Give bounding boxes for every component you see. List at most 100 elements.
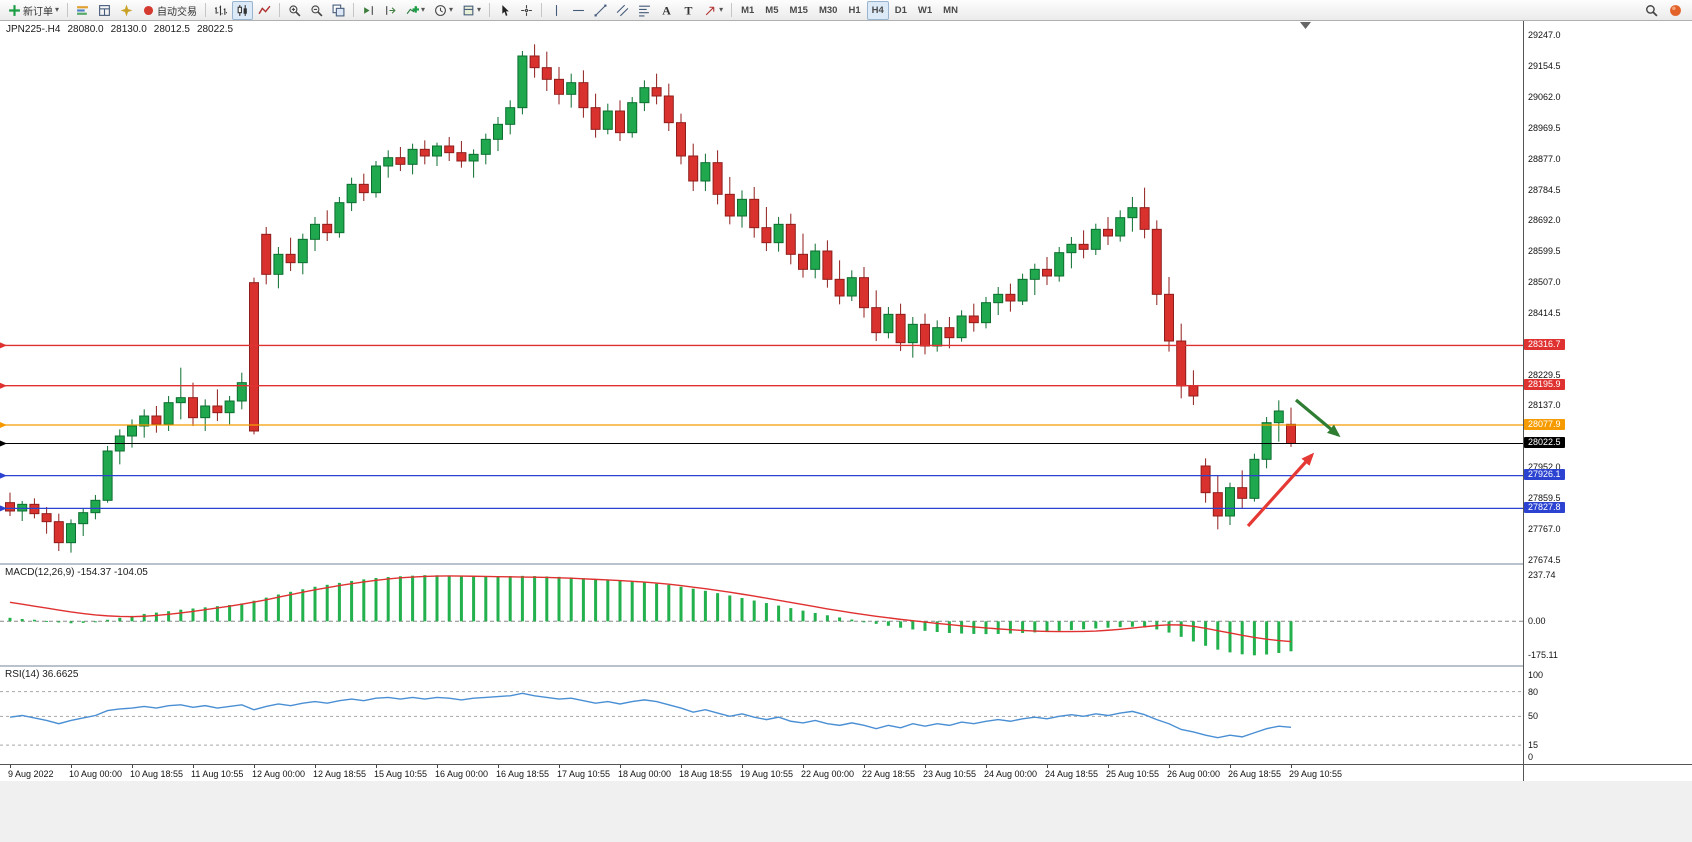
- autotrading-button[interactable]: 自动交易: [138, 1, 201, 20]
- main-chart-panel: JPN225-.H4 28080.0 28130.0 28012.5 28022…: [0, 21, 1523, 563]
- period-d1-button[interactable]: D1: [894, 4, 907, 16]
- time-tick: [254, 765, 255, 768]
- market-watch-button[interactable]: [72, 1, 93, 20]
- macd-chart-canvas[interactable]: [0, 565, 1523, 665]
- time-label: 12 Aug 18:55: [313, 769, 367, 779]
- data-window-button[interactable]: [94, 1, 115, 20]
- candles: [5, 44, 1296, 553]
- resistance-line-28316.7[interactable]: [0, 342, 1523, 349]
- crosshair-button[interactable]: [516, 1, 537, 20]
- period-m5-button[interactable]: M5: [765, 4, 779, 16]
- new-order-button[interactable]: 新订单 ▾: [4, 1, 63, 20]
- price-tag-support: 27926.1: [1524, 469, 1565, 481]
- price-tag-pivot: 28077.9: [1524, 418, 1565, 430]
- search-icon: [1645, 4, 1658, 17]
- market-watch-icon: [76, 4, 89, 17]
- period-m15-button[interactable]: M15: [789, 4, 808, 16]
- period-m30-button[interactable]: M30: [818, 4, 838, 16]
- macd-tick: 0.00: [1528, 616, 1546, 627]
- time-tick: [681, 765, 682, 768]
- time-label: 22 Aug 18:55: [862, 769, 916, 779]
- chart-shift-marker-icon[interactable]: [1300, 22, 1311, 29]
- pivot-line-28077.9[interactable]: [0, 422, 1523, 429]
- time-label: 16 Aug 18:55: [496, 769, 550, 779]
- vertical-line-button[interactable]: [546, 1, 567, 20]
- data-window-icon: [98, 4, 111, 17]
- price-tick: 27674.5: [1528, 554, 1561, 565]
- arrows-button[interactable]: ▾: [700, 1, 727, 20]
- toolbar-separator: [205, 3, 207, 17]
- toolbar-separator: [67, 3, 69, 17]
- rsi-chart-canvas[interactable]: [0, 667, 1523, 764]
- support-line-27827.8[interactable]: [0, 505, 1523, 512]
- zoom-out-icon: [310, 4, 323, 17]
- notifications-button[interactable]: [1665, 1, 1686, 20]
- time-tick: [1291, 765, 1292, 768]
- time-label: 16 Aug 00:00: [435, 769, 489, 779]
- time-tick: [559, 765, 560, 768]
- drawn-arrow-down-right[interactable]: [1294, 398, 1341, 438]
- bar-chart-button[interactable]: [210, 1, 231, 20]
- period-h4-button[interactable]: H4: [866, 0, 889, 20]
- search-button[interactable]: [1641, 1, 1662, 20]
- panel-splitter[interactable]: [0, 563, 1523, 565]
- rsi-tick: 15: [1528, 740, 1539, 751]
- price-tag-current-price: 28022.5: [1524, 437, 1565, 448]
- price-tag-support: 27827.8: [1524, 501, 1565, 513]
- current-price-line-28022.5[interactable]: [0, 440, 1523, 447]
- time-tick: [925, 765, 926, 768]
- price-axis[interactable]: 29247.0 29154.5 29062.0 28969.5 28877.0 28784…: [1523, 21, 1692, 781]
- drawn-arrow-up-right[interactable]: [1246, 452, 1315, 528]
- crosshair-icon: [520, 4, 533, 17]
- text-label-button[interactable]: T: [678, 1, 699, 20]
- navigator-button[interactable]: [116, 1, 137, 20]
- toolbar-right-group: [1641, 1, 1688, 20]
- equidistant-channel-button[interactable]: [612, 1, 633, 20]
- price-tick: 28692.0: [1528, 215, 1561, 226]
- time-tick: [71, 765, 72, 768]
- rsi-panel: RSI(14) 36.6625: [0, 667, 1523, 764]
- chart-shift-button[interactable]: [380, 1, 401, 20]
- horizontal-line-button[interactable]: [568, 1, 589, 20]
- macd-histogram: [8, 575, 1293, 656]
- time-tick: [1108, 765, 1109, 768]
- period-w1-button[interactable]: W1: [917, 4, 933, 16]
- candlestick-chart-button[interactable]: [232, 0, 254, 20]
- zoom-out-button[interactable]: [306, 1, 327, 20]
- cursor-button[interactable]: [494, 1, 515, 20]
- time-tick: [620, 765, 621, 768]
- period-h1-button[interactable]: H1: [848, 4, 861, 16]
- text-button[interactable]: A: [656, 1, 677, 20]
- period-m1-button[interactable]: M1: [741, 4, 755, 16]
- rsi-tick: 50: [1528, 711, 1539, 722]
- line-chart-button[interactable]: [254, 1, 275, 20]
- zoom-in-icon: [288, 4, 301, 17]
- time-label: 25 Aug 10:55: [1106, 769, 1160, 779]
- time-tick: [315, 765, 316, 768]
- time-axis[interactable]: 9 Aug 2022 10 Aug 00:00 10 Aug 18:55 11 Aug…: [0, 764, 1523, 781]
- chart-open-value: 28080.0: [67, 24, 104, 35]
- trendline-icon: [594, 4, 607, 17]
- resistance-line-28195.9[interactable]: [0, 382, 1523, 389]
- cursor-icon: [498, 4, 511, 17]
- chart-shift-icon: [384, 4, 397, 17]
- fibonacci-button[interactable]: [634, 1, 655, 20]
- periods-menu-button[interactable]: ▾: [430, 1, 457, 20]
- toolbar-separator: [489, 3, 491, 17]
- time-label: 26 Aug 00:00: [1167, 769, 1221, 779]
- support-line-27926.1[interactable]: [0, 472, 1523, 479]
- panel-splitter[interactable]: [0, 665, 1523, 667]
- zoom-in-button[interactable]: [284, 1, 305, 20]
- templates-button[interactable]: ▾: [458, 1, 485, 20]
- tile-windows-button[interactable]: [328, 1, 349, 20]
- price-tick: 28969.5: [1528, 122, 1561, 133]
- main-chart-canvas[interactable]: [0, 21, 1523, 563]
- notification-icon: [1669, 4, 1682, 17]
- time-tick: [986, 765, 987, 768]
- time-label: 24 Aug 00:00: [984, 769, 1038, 779]
- period-mn-button[interactable]: MN: [943, 4, 958, 16]
- trendline-button[interactable]: [590, 1, 611, 20]
- indicators-button[interactable]: ▾: [402, 1, 429, 20]
- auto-scroll-button[interactable]: [358, 1, 379, 20]
